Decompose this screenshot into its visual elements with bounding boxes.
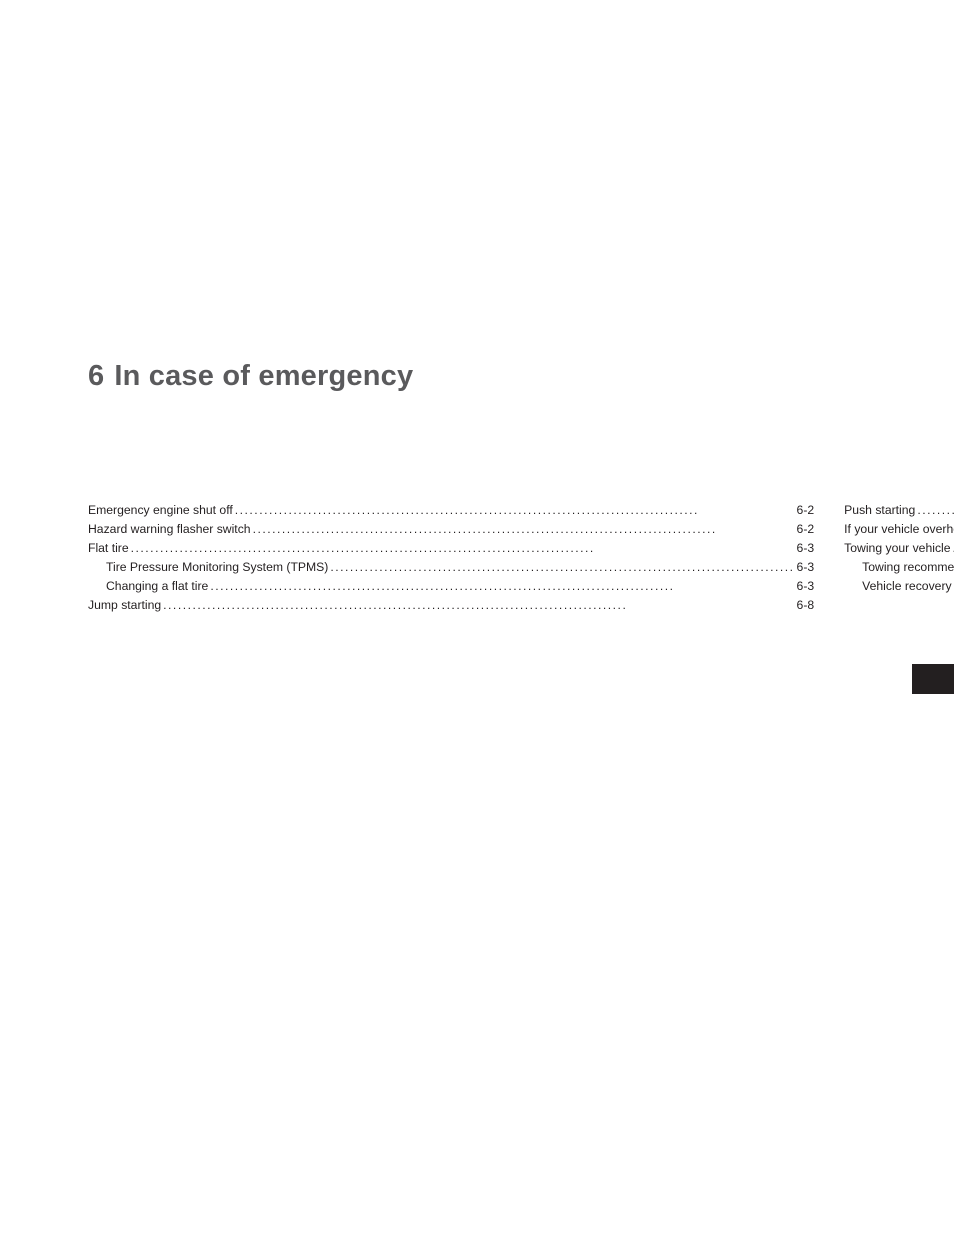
toc-entry-label: Jump starting [88,596,161,615]
toc-entry-label: Vehicle recovery (freeing a stuck vehicl… [862,577,954,596]
toc-entry: If your vehicle overheats6-10 [844,520,954,539]
toc-entry-label: Flat tire [88,539,129,558]
toc-column-left: Emergency engine shut off6-2Hazard warni… [88,501,814,614]
toc-entry-page: 6-8 [797,596,815,615]
toc-entry-page: 6-3 [797,558,815,577]
toc-entry-label: Tire Pressure Monitoring System (TPMS) [106,558,328,577]
toc-leader-dots [210,577,794,596]
chapter-number: 6 [88,360,104,393]
toc-entry: Vehicle recovery (freeing a stuck vehicl… [844,577,954,596]
toc-leader-dots [163,596,794,615]
toc-column-right: Push starting6-10If your vehicle overhea… [844,501,954,614]
toc-entry-page: 6-3 [797,539,815,558]
toc-leader-dots [330,558,794,577]
thumb-tab [912,664,954,694]
table-of-contents: Emergency engine shut off6-2Hazard warni… [88,501,866,614]
toc-entry-label: Towing recommended by NISSAN [862,558,954,577]
toc-leader-dots [131,539,795,558]
toc-entry: Jump starting 6-8 [88,596,814,615]
toc-leader-dots [917,501,954,520]
toc-entry-label: Towing your vehicle [844,539,950,558]
toc-entry: Flat tire 6-3 [88,539,814,558]
toc-leader-dots [253,520,795,539]
toc-leader-dots [235,501,795,520]
toc-entry-label: If your vehicle overheats [844,520,954,539]
toc-entry-label: Push starting [844,501,915,520]
toc-entry: Towing recommended by NISSAN6-11 [844,558,954,577]
toc-entry: Emergency engine shut off 6-2 [88,501,814,520]
document-page: 6 In case of emergency Emergency engine s… [0,0,954,614]
toc-entry-page: 6-3 [797,577,815,596]
toc-entry-label: Hazard warning flasher switch [88,520,251,539]
chapter-title: 6 In case of emergency [88,360,866,393]
toc-entry-label: Changing a flat tire [106,577,208,596]
toc-entry: Changing a flat tire 6-3 [88,577,814,596]
toc-entry-page: 6-2 [797,520,815,539]
toc-entry-label: Emergency engine shut off [88,501,233,520]
toc-entry: Hazard warning flasher switch 6-2 [88,520,814,539]
chapter-title-text: In case of emergency [114,360,413,392]
toc-entry-page: 6-2 [797,501,815,520]
toc-entry: Tire Pressure Monitoring System (TPMS) 6-… [88,558,814,577]
toc-entry: Push starting6-10 [844,501,954,520]
toc-entry: Towing your vehicle6-11 [844,539,954,558]
